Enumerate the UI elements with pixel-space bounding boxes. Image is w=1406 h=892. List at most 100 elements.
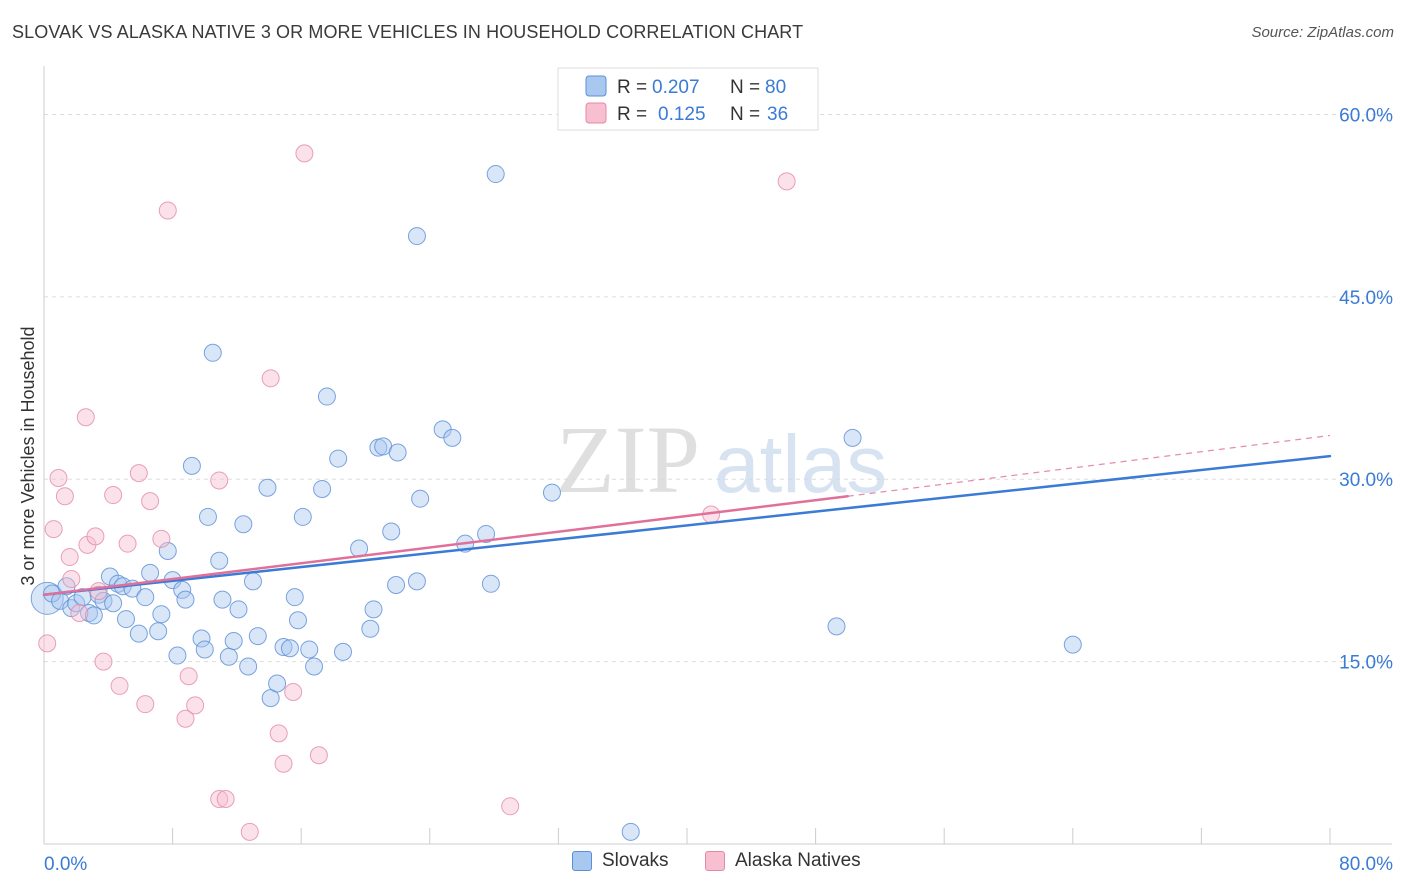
data-point-slovaks: [104, 594, 123, 613]
data-point-slovaks: [168, 646, 187, 665]
data-point-alaska: [777, 172, 796, 191]
legend-swatch-alaska-bottom: [705, 851, 725, 871]
data-point-alaska: [86, 527, 105, 546]
data-point-slovaks: [239, 657, 258, 676]
data-point-slovaks: [382, 522, 401, 541]
y-axis-label: 3 or more Vehicles in Household: [18, 326, 38, 585]
data-point-slovaks: [129, 624, 148, 643]
data-point-slovaks: [234, 515, 253, 534]
data-point-slovaks: [542, 483, 561, 502]
data-point-slovaks: [305, 657, 324, 676]
data-point-slovaks: [621, 822, 640, 841]
data-point-alaska: [44, 520, 63, 539]
data-point-slovaks: [80, 603, 99, 622]
trend-line-slovaks: [42, 454, 1332, 596]
legend-swatch-slovaks-bottom: [572, 851, 592, 871]
data-point-alaska: [284, 683, 303, 702]
data-point-slovaks: [213, 590, 232, 609]
data-point-slovaks: [407, 572, 426, 591]
legend-r-label-slovaks: R =: [617, 77, 647, 98]
data-point-slovaks: [333, 642, 352, 661]
data-point-alaska: [274, 754, 293, 773]
data-point-slovaks: [198, 507, 217, 526]
data-point-alaska: [269, 724, 288, 743]
data-point-slovaks: [192, 629, 211, 648]
data-point-slovaks: [288, 611, 307, 630]
watermark-zip: ZIP: [556, 406, 700, 513]
data-point-slovaks: [268, 674, 287, 693]
data-point-alaska: [129, 464, 148, 483]
data-point-alaska: [60, 548, 79, 567]
tick-labels: 15.0% 30.0% 45.0% 60.0% 0.0% 80.0%: [44, 105, 1393, 875]
trend-lines: [42, 434, 1332, 596]
data-point-slovaks: [149, 622, 168, 641]
data-point-alaska: [110, 676, 129, 695]
legend-n-label-alaska: N =: [730, 104, 760, 125]
data-point-alaska: [210, 471, 229, 490]
data-point-alaska: [309, 746, 328, 765]
data-point-alaska: [501, 797, 520, 816]
data-point-alaska: [38, 634, 57, 653]
legend-item-slovaks[interactable]: Slovaks: [572, 850, 669, 872]
data-point-slovaks: [388, 443, 407, 462]
chart-title: SLOVAK VS ALASKA NATIVE 3 OR MORE VEHICL…: [12, 22, 804, 42]
data-point-slovaks: [481, 574, 500, 593]
data-point-slovaks: [387, 576, 406, 595]
data-point-alaska: [240, 822, 259, 841]
data-point-slovaks: [73, 588, 92, 607]
data-point-alaska: [104, 486, 123, 505]
data-points: [30, 144, 1082, 841]
y-tick-label: 15.0%: [1339, 653, 1393, 674]
data-point-alaska: [295, 144, 314, 163]
data-point-alaska: [49, 469, 68, 488]
legend-n-value-slovaks: 80: [765, 77, 786, 98]
data-point-slovaks: [176, 590, 195, 609]
data-point-slovaks: [486, 165, 505, 184]
data-point-alaska: [152, 529, 171, 548]
legend-r-value-alaska: 0.125: [658, 104, 706, 125]
data-point-slovaks: [317, 387, 336, 406]
data-point-slovaks: [477, 524, 496, 543]
data-point-alaska: [261, 369, 280, 388]
legend-n-label-slovaks: N =: [730, 77, 760, 98]
data-point-slovaks: [30, 581, 64, 615]
data-point-slovaks: [329, 449, 348, 468]
data-point-slovaks: [229, 600, 248, 619]
data-point-alaska: [179, 667, 198, 686]
legend-r-value-slovaks: 0.207: [652, 77, 700, 98]
data-point-slovaks: [361, 619, 380, 638]
x-tick-label: 80.0%: [1339, 854, 1393, 875]
data-point-slovaks: [195, 640, 214, 659]
data-point-slovaks: [182, 456, 201, 475]
watermark: ZIP atlas: [556, 406, 887, 513]
data-point-slovaks: [248, 627, 267, 646]
data-point-slovaks: [1063, 635, 1082, 654]
data-point-slovaks: [280, 639, 299, 658]
trend-line-alaska: [42, 495, 849, 596]
data-point-slovaks: [843, 428, 862, 447]
legend-n-value-alaska: 36: [767, 104, 788, 125]
data-point-alaska: [141, 492, 160, 511]
y-tick-label: 30.0%: [1339, 470, 1393, 491]
legend-item-alaska[interactable]: Alaska Natives: [705, 850, 861, 872]
data-point-slovaks: [443, 428, 462, 447]
legend-label-alaska: Alaska Natives: [735, 850, 861, 871]
x-tick-label: 0.0%: [44, 854, 87, 875]
trend-extension-alaska: [847, 434, 1331, 497]
data-point-slovaks: [300, 640, 319, 659]
data-point-alaska: [158, 201, 177, 220]
data-point-slovaks: [116, 610, 135, 629]
legend-series: Slovaks Alaska Natives: [0, 850, 1406, 880]
legend-swatch-slovaks: [585, 75, 607, 97]
legend-r-label-alaska: R =: [617, 104, 647, 125]
data-point-slovaks: [203, 343, 222, 362]
data-point-slovaks: [224, 631, 243, 650]
legend-label-slovaks: Slovaks: [602, 850, 669, 871]
data-point-slovaks: [285, 588, 304, 607]
data-point-alaska: [118, 534, 137, 553]
data-point-slovaks: [313, 479, 332, 498]
data-point-alaska: [94, 652, 113, 671]
y-tick-label: 60.0%: [1339, 105, 1393, 126]
data-point-alaska: [55, 487, 74, 506]
